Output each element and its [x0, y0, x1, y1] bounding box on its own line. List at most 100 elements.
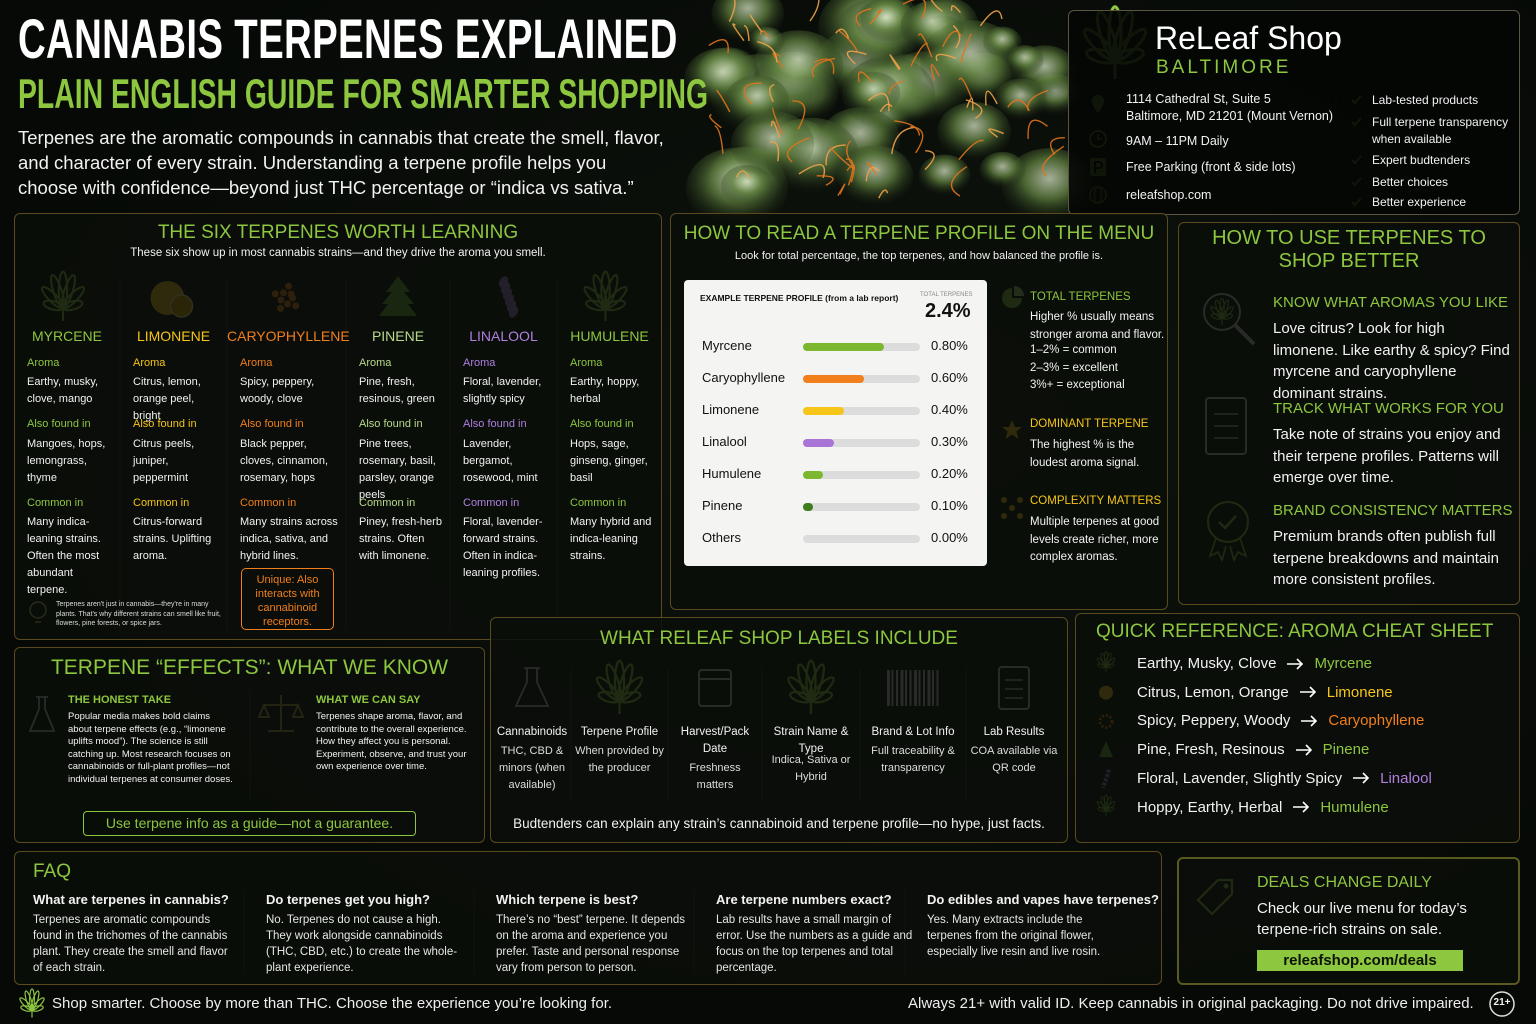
faq-question: Do edibles and vapes have terpenes? — [927, 892, 1159, 907]
aroma: Floral, Lavender, Slightly Spicy — [1137, 769, 1343, 787]
value-label: 0.30% — [931, 434, 968, 449]
store-city: BALTIMORE — [1156, 57, 1292, 78]
use-text: Love citrus? Look for high limonene. Lik… — [1273, 320, 1510, 402]
common-text: Many hybrid and indica-leaning strains. — [570, 516, 652, 562]
reference-panel — [1075, 613, 1520, 843]
aroma-text: Pine, fresh, resinous, green — [359, 376, 435, 405]
pistil — [772, 107, 784, 136]
pistil — [792, 100, 806, 130]
pistil — [952, 25, 961, 49]
arrow — [1299, 686, 1316, 698]
aroma-label: Aroma — [359, 357, 392, 369]
labels-panel — [490, 617, 1068, 843]
footer-left: Shop smarter. Choose by more than THC. C… — [52, 995, 613, 1012]
found-label: Also found in — [359, 418, 423, 430]
section-title: THE SIX TERPENES WORTH LEARNING — [157, 222, 519, 243]
store-feature: Better experience — [1372, 195, 1467, 209]
pistil — [811, 57, 836, 78]
pistil — [958, 77, 973, 99]
pistil — [770, 120, 781, 139]
label-title: Strain Name & Type — [773, 726, 849, 755]
total-value: 2.4% — [925, 300, 971, 322]
pistil — [728, 0, 736, 22]
pistil — [709, 114, 722, 129]
bud — [900, 1, 964, 52]
bud — [983, 26, 1022, 58]
six-terpenes-panel — [14, 213, 662, 640]
bar — [803, 439, 834, 447]
use-text: Take note of strains you enjoy and their… — [1273, 426, 1501, 486]
store-hours: 9AM – 11PM Daily — [1126, 134, 1229, 148]
common-text: Citrus-forward strains. Uplifting aroma. — [133, 516, 212, 562]
pistil — [846, 50, 867, 65]
unique-note: Unique: Also interacts with cannabinoid … — [241, 568, 334, 630]
reference-row: Hoppy, Earthy, Herbal Humulene — [1137, 799, 1389, 816]
reference-row: Pine, Fresh, Resinous Pinene — [1137, 741, 1369, 758]
card-title: EXAMPLE TERPENE PROFILE (from a lab repo… — [700, 293, 899, 303]
found-text: Black pepper, cloves, cinnamon, rosemary… — [240, 438, 329, 484]
value-label: 0.00% — [931, 530, 968, 545]
label-text: Indica, Sativa or Hybrid — [771, 753, 851, 783]
effects-text: Terpenes shape aroma, flavor, and contri… — [316, 711, 467, 772]
faq-answer: No. Terpenes do not cause a high. They w… — [266, 914, 458, 974]
tip-text: The highest % is the loudest aroma signa… — [1030, 439, 1140, 469]
arrow — [1287, 657, 1304, 670]
pistil — [829, 146, 856, 171]
found-label: Also found in — [463, 418, 527, 430]
pistil — [979, 10, 1003, 27]
pistil — [768, 83, 775, 103]
pistil — [835, 28, 850, 39]
arrow-head — [1301, 715, 1318, 727]
bar-track — [803, 407, 920, 415]
arrow — [1295, 744, 1312, 756]
bud — [748, 26, 785, 56]
bud — [724, 75, 790, 127]
common-label: Common in — [240, 497, 297, 509]
label-text: THC, CBD & minors (when available) — [498, 745, 566, 791]
effects-panel — [14, 647, 485, 843]
common-label: Common in — [27, 497, 84, 509]
pistil — [869, 9, 883, 25]
store-feature: Expert budtenders — [1372, 153, 1471, 167]
arrow-head — [1299, 686, 1316, 698]
section-title: WHAT RELEAF SHOP LABELS INCLUDE — [600, 628, 958, 649]
found-text: Hops, sage, ginseng, ginger, basil — [570, 438, 648, 484]
aroma-label: Aroma — [570, 357, 603, 369]
bud — [730, 110, 815, 178]
pistil — [749, 13, 763, 33]
faq-answer: There’s no “best” terpene. It depends on… — [496, 914, 686, 974]
bud — [937, 102, 1011, 162]
bud — [846, 71, 901, 116]
pistil — [857, 71, 873, 83]
found-text: Mangoes, hops, lemongrass, thyme — [27, 438, 106, 484]
faq-question: What are terpenes in cannabis? — [33, 892, 229, 907]
store-address: 1114 Cathedral St, Suite 5 — [1126, 92, 1271, 106]
pistil — [935, 53, 957, 62]
found-text: Lavender, bergamot, rosewood, mint — [463, 438, 538, 484]
store-feature: Better choices — [1372, 175, 1449, 189]
pistil — [891, 126, 916, 155]
section-title: HOW TO USE TERPENES TO SHOP BETTER — [1212, 227, 1486, 272]
deals-text: Check our live menu for today’s terpene-… — [1257, 900, 1467, 938]
pistil — [988, 128, 1004, 138]
pistil — [966, 97, 974, 111]
row-label: Others — [702, 530, 742, 545]
deals-link[interactable]: releafshop.com/deals — [1257, 950, 1463, 971]
pistil — [825, 144, 846, 166]
common-text: Piney, fresh-herb strains. Often with li… — [359, 516, 442, 562]
found-text: Pine trees, rosemary, basil, parsley, or… — [359, 438, 436, 501]
tip-title: TOTAL TERPENES — [1030, 291, 1131, 303]
pistil — [888, 80, 904, 95]
label-text: Full traceability & transparency — [871, 745, 955, 774]
pistil — [930, 0, 943, 13]
terpene-name: CARYOPHYLLENE — [227, 328, 350, 344]
pistil — [715, 89, 731, 113]
pistil — [902, 0, 927, 19]
reference-row: Citrus, Lemon, Orange Limonene — [1137, 684, 1393, 701]
pistil — [816, 175, 834, 186]
aroma: Spicy, Peppery, Woody — [1137, 712, 1291, 730]
bar — [803, 471, 824, 479]
store-feature: Full terpene transparency when available — [1372, 115, 1509, 146]
aroma: Earthy, Musky, Clove — [1137, 655, 1277, 672]
pistil — [959, 33, 972, 63]
